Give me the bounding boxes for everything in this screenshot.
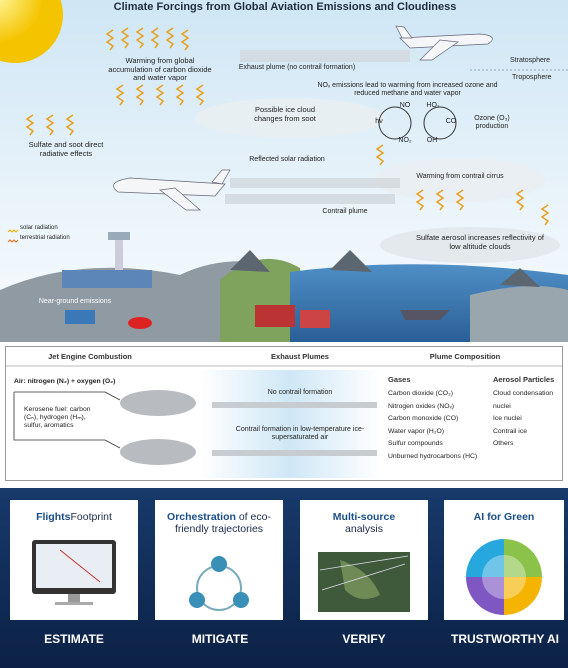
chem: CO [444,118,458,126]
gas-list: Carbon dioxide (CO₂)Nitrogen oxides (NOₓ… [388,388,493,463]
air: Air: nitrogen (N₂) + oxygen (O₂) [14,378,174,386]
label: Contrail plume [315,208,375,216]
label: Possible ice cloud changes from soot [240,106,330,123]
title: Climate Forcings from Global Aviation Em… [40,1,530,13]
label: Reflected solar radiation [232,156,342,164]
chem: HO₂ [425,102,441,110]
legend-label: solar radiation [20,225,100,232]
gas: Sulfur compounds [388,438,493,451]
label: Sulfate and soot direct radiative effect… [18,141,114,158]
chem: hν [372,118,386,126]
chem: OH [425,137,439,145]
gas: Water vapor (H₂O) [388,426,493,439]
aerosol: Cloud condensation nuclei [493,388,563,413]
label: Stratosphere [510,57,568,65]
legend-label: terrestrial radiation [20,235,100,242]
fuel: Kerosene fuel: carbon (Cₙ), hydrogen (Hₘ… [24,406,104,429]
icon [10,500,138,620]
card-label: VERIFY [294,632,434,646]
aerosol: Others [493,438,563,451]
icon [444,500,564,620]
card: AI for Green [444,500,564,620]
aerosol: Ice nuclei [493,413,563,426]
plume: Contrail formation in low-temperature ic… [215,426,385,442]
gas: Carbon dioxide (CO₂) [388,388,493,401]
label: Warming from contrail cirrus [400,173,520,181]
label: NOₓ emissions lead to warming from incre… [305,82,510,98]
label: Warming from global accumulation of carb… [105,57,215,83]
subheader: Aerosol Particles [493,375,554,384]
label: Near-ground emissions [30,298,120,306]
icon [155,500,283,620]
card-label: MITIGATE [150,632,290,646]
label: Exhaust plume (no contrail formation) [222,64,372,72]
header: Exhaust Plumes [230,352,370,361]
gas: Unburned hydrocarbons (HC) [388,451,493,464]
subheader: Gases [388,375,411,384]
icon [300,500,428,620]
label: Ozone (O₃) production [462,115,522,131]
chem: NO₂ [398,137,412,145]
header: Jet Engine Combustion [20,352,160,361]
gas: Nitrogen oxides (NOₓ) [388,401,493,414]
chem: NO [398,102,412,110]
page: Climate Forcings from Global Aviation Em… [0,0,568,668]
label: Sulfate aerosol increases reflectivity o… [410,234,550,251]
card: FlightsFootprint [10,500,138,620]
plume: No contrail formation [220,389,380,397]
label: Troposphere [512,74,568,82]
header: Plume Composition [395,352,535,361]
card-label: TRUSTWORTHY AI [450,632,560,646]
gas: Carbon monoxide (CO) [388,413,493,426]
card: Orchestration of eco-friendly trajectori… [155,500,283,620]
card-label: ESTIMATE [4,632,144,646]
aerosol: Contrail ice [493,426,563,439]
